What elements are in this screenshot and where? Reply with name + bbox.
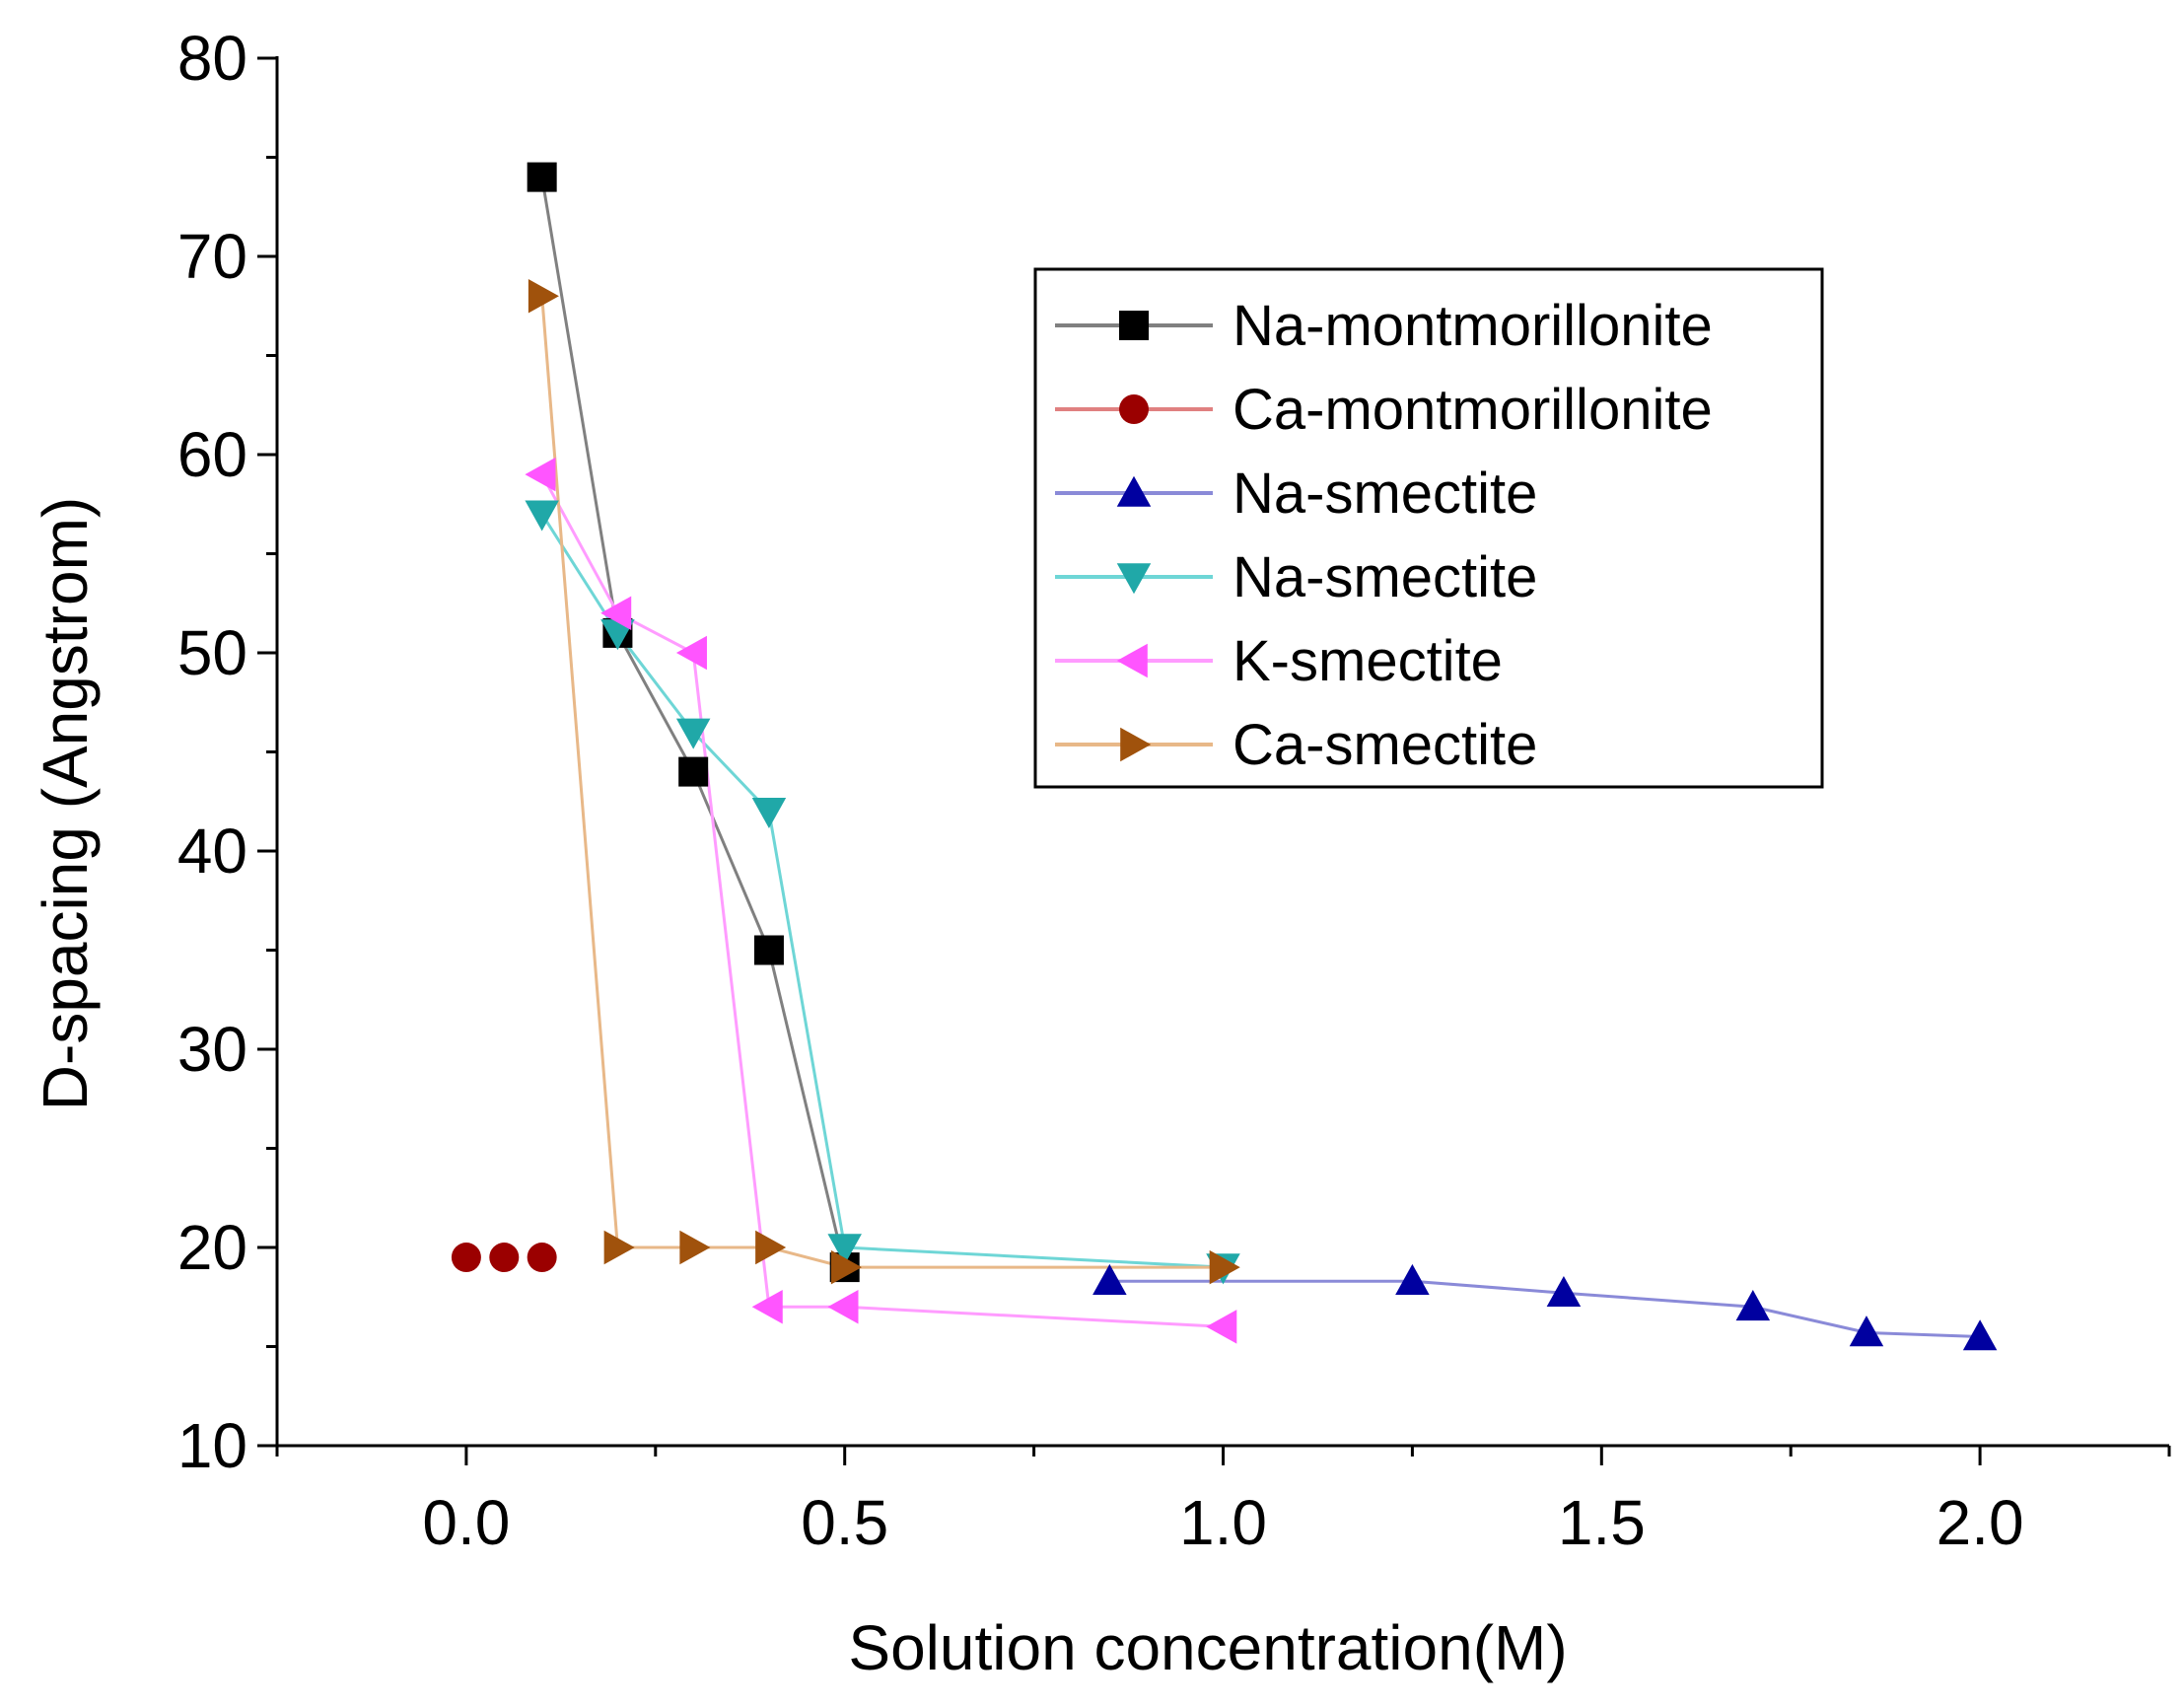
y-tick-label: 70 <box>177 221 247 292</box>
data-point-na-smectite-3 <box>675 718 711 749</box>
data-point-ca-smectite-5 <box>1209 1249 1240 1285</box>
legend-marker <box>1116 643 1148 678</box>
x-tick-label: 0.5 <box>801 1487 888 1558</box>
data-point-ca-smectite-5 <box>830 1249 862 1285</box>
data-point-na-smectite-3 <box>751 798 787 829</box>
data-point-na-smectite-2 <box>1395 1263 1430 1295</box>
legend-marker <box>1120 727 1152 762</box>
data-point-k-smectite-4 <box>675 635 707 671</box>
data-point-ca-montmorillonite-1 <box>489 1243 520 1273</box>
legend-label: Na-montmorillonite <box>1233 294 1713 358</box>
legend-marker <box>1116 563 1152 595</box>
data-point-k-smectite-4 <box>525 457 556 492</box>
series-line-na-smectite-2 <box>1109 1279 1981 1338</box>
series-line-k-smectite-4 <box>540 473 1224 1328</box>
data-point-na-montmorillonite-0 <box>753 935 784 965</box>
data-point-na-montmorillonite-0 <box>527 162 557 192</box>
data-point-na-smectite-2 <box>1962 1319 1998 1351</box>
data-point-na-smectite-2 <box>1092 1263 1127 1295</box>
legend-label: Ca-smectite <box>1233 713 1537 777</box>
x-tick-label: 0.0 <box>422 1487 510 1558</box>
series-line-ca-smectite-5 <box>540 296 1224 1269</box>
data-point-na-smectite-3 <box>827 1234 862 1265</box>
y-tick-label: 80 <box>177 23 247 94</box>
legend: Na-montmorillonite Ca-montmorillonite Na-s… <box>1033 267 1824 789</box>
legend-label: Na-smectite <box>1233 462 1537 526</box>
data-point-na-montmorillonite-0 <box>678 756 709 787</box>
x-tick-label: 2.0 <box>1937 1487 2024 1558</box>
data-point-ca-montmorillonite-1 <box>451 1243 481 1273</box>
y-tick-label: 40 <box>177 816 247 887</box>
y-tick-label: 50 <box>177 617 247 688</box>
legend-marker <box>1119 311 1149 340</box>
x-axis-title: Solution concentration(M) <box>848 1612 1567 1683</box>
legend-label: Na-smectite <box>1233 545 1537 609</box>
legend-label: Ca-montmorillonite <box>1233 378 1713 442</box>
y-tick-label: 10 <box>177 1410 247 1481</box>
data-point-na-smectite-2 <box>1735 1290 1771 1321</box>
y-axis-title: D-spacing (Angstrom) <box>30 497 101 1110</box>
data-point-na-smectite-2 <box>1849 1315 1884 1347</box>
series-markers <box>451 162 1998 1351</box>
y-tick-label: 20 <box>177 1212 247 1283</box>
y-tick-label: 30 <box>177 1014 247 1085</box>
data-point-ca-montmorillonite-1 <box>527 1243 557 1273</box>
y-tick-label: 60 <box>177 419 247 490</box>
data-point-ca-smectite-5 <box>755 1230 787 1265</box>
data-point-na-smectite-2 <box>1546 1275 1582 1308</box>
legend-box <box>1033 267 1824 789</box>
legend-marker <box>1116 475 1152 507</box>
axes: 10 20 30 40 50 60 70 80 0.0 0.5 1.0 1.5 2.0 <box>177 23 2171 1558</box>
data-point-k-smectite-4 <box>600 596 632 631</box>
x-tick-label: 1.0 <box>1179 1487 1267 1558</box>
data-point-k-smectite-4 <box>751 1290 783 1324</box>
data-point-na-smectite-3 <box>525 500 559 532</box>
data-point-k-smectite-4 <box>827 1290 859 1324</box>
data-point-ca-smectite-5 <box>528 278 559 314</box>
data-point-ca-smectite-5 <box>603 1230 635 1265</box>
data-point-ca-smectite-5 <box>679 1230 711 1265</box>
legend-marker <box>1119 394 1149 424</box>
data-point-k-smectite-4 <box>1206 1310 1237 1344</box>
x-tick-label: 1.5 <box>1558 1487 1646 1558</box>
legend-label: K-smectite <box>1233 629 1503 693</box>
